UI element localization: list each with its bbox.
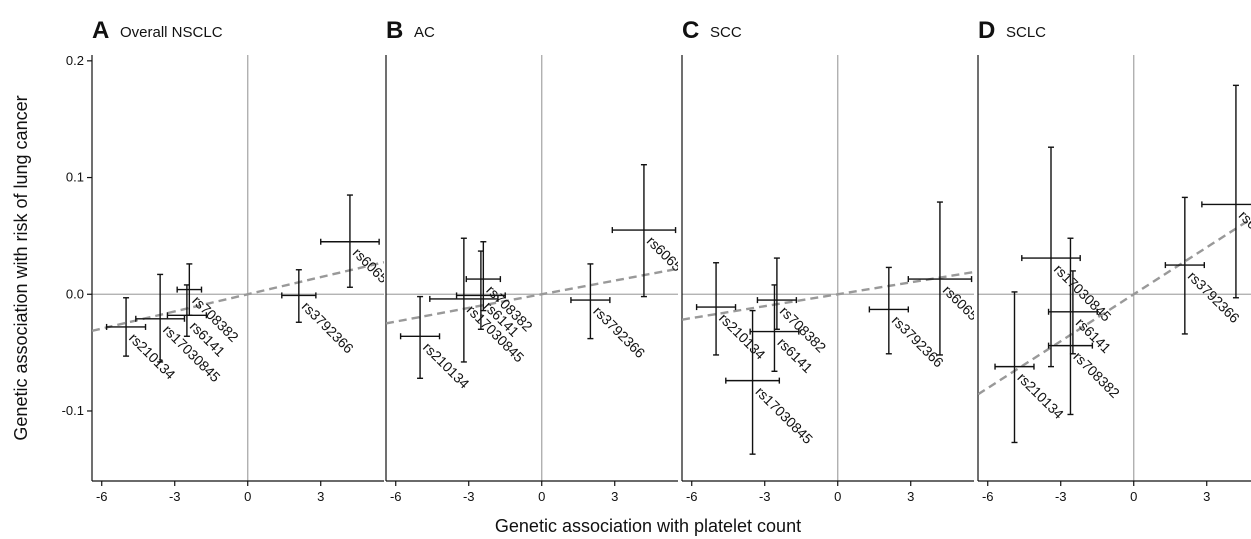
x-tick-label: -6 — [96, 489, 108, 504]
x-tick-label: -6 — [982, 489, 994, 504]
panel-title: SCLC — [1006, 24, 1046, 41]
panel-title: AC — [414, 24, 435, 41]
point-label: rs3792366 — [590, 303, 648, 361]
x-tick-label: 3 — [907, 489, 914, 504]
data-point: rs6065 — [1201, 84, 1251, 299]
fit-line — [92, 261, 384, 333]
point-label: rs210134 — [420, 339, 473, 392]
data-point: rs3792366 — [1164, 196, 1243, 335]
panel-title: SCC — [710, 24, 742, 41]
point-label: rs708382 — [1070, 348, 1123, 401]
x-tick-label: -3 — [169, 489, 181, 504]
x-tick-label: -6 — [390, 489, 402, 504]
panel-b: B AC -6 -3 0 3 rs210134rs17030845rs6141rs70838… — [385, 17, 686, 504]
x-tick-label: -3 — [759, 489, 771, 504]
panels: A Overall NSCLC -6 -3 0 3 -0.1 0.0 0.1 0.2 rs21013… — [62, 17, 1251, 504]
x-tick-label: 3 — [611, 489, 618, 504]
point-label: rs3792366 — [1185, 268, 1243, 326]
x-tick-label: -3 — [1055, 489, 1067, 504]
data-point: rs3792366 — [570, 263, 649, 361]
data-point: rs210134 — [399, 295, 473, 392]
point-label: rs3792366 — [889, 312, 947, 370]
x-tick-label: 3 — [1203, 489, 1210, 504]
y-tick-label: 0.0 — [66, 286, 84, 301]
panel-c: C SCC-6 -3 0 3rs210134rs17030845rs6141rs7083… — [681, 17, 982, 504]
plot-area: rs210134rs17030845rs6141rs708382rs379236… — [978, 84, 1251, 444]
fit-line — [682, 270, 974, 321]
panel-title: Overall NSCLC — [120, 24, 223, 41]
panel-letter: D — [978, 17, 995, 44]
point-label: rs6065 — [940, 282, 982, 324]
data-point: rs3792366 — [868, 266, 947, 370]
point-label: rs6065 — [350, 245, 392, 287]
data-point: rs6065 — [320, 194, 392, 288]
x-tick-label: -3 — [463, 489, 475, 504]
data-point: rs210134 — [695, 262, 769, 363]
panel-a: A Overall NSCLC -6 -3 0 3 -0.1 0.0 0.1 0.2 rs21013… — [62, 17, 392, 504]
x-tick-label: 0 — [834, 489, 841, 504]
data-point: rs6065 — [611, 164, 686, 298]
panel-letter: A — [92, 17, 109, 44]
fit-line — [386, 267, 678, 325]
y-tick-label: 0.1 — [66, 170, 84, 185]
point-label: rs17030845 — [752, 383, 816, 447]
x-axis-title: Genetic association with platelet count — [495, 516, 801, 536]
point-label: rs6065 — [644, 233, 686, 275]
fit-line — [978, 217, 1251, 396]
x-tick-label: 0 — [538, 489, 545, 504]
x-tick-label: 3 — [317, 489, 324, 504]
point-label: rs6065 — [1236, 207, 1251, 249]
panel-letter: B — [386, 17, 403, 44]
x-tick-label: 0 — [1130, 489, 1137, 504]
panel-d: D SCLC -6 -3 0 3 rs210134rs17030845rs6141rs708… — [977, 17, 1251, 504]
point-label: rs3792366 — [299, 298, 357, 356]
data-point: rs3792366 — [281, 269, 357, 356]
data-point: rs210134 — [994, 291, 1067, 444]
y-tick-label: -0.1 — [62, 403, 84, 418]
x-tick-label: 0 — [244, 489, 251, 504]
x-tick-label: -6 — [686, 489, 698, 504]
panel-letter: C — [682, 17, 699, 44]
y-tick-label: 0.2 — [66, 53, 84, 68]
y-axis-title: Genetic association with risk of lung ca… — [11, 95, 31, 440]
point-label: rs210134 — [716, 310, 769, 363]
point-label: rs210134 — [1014, 369, 1067, 422]
